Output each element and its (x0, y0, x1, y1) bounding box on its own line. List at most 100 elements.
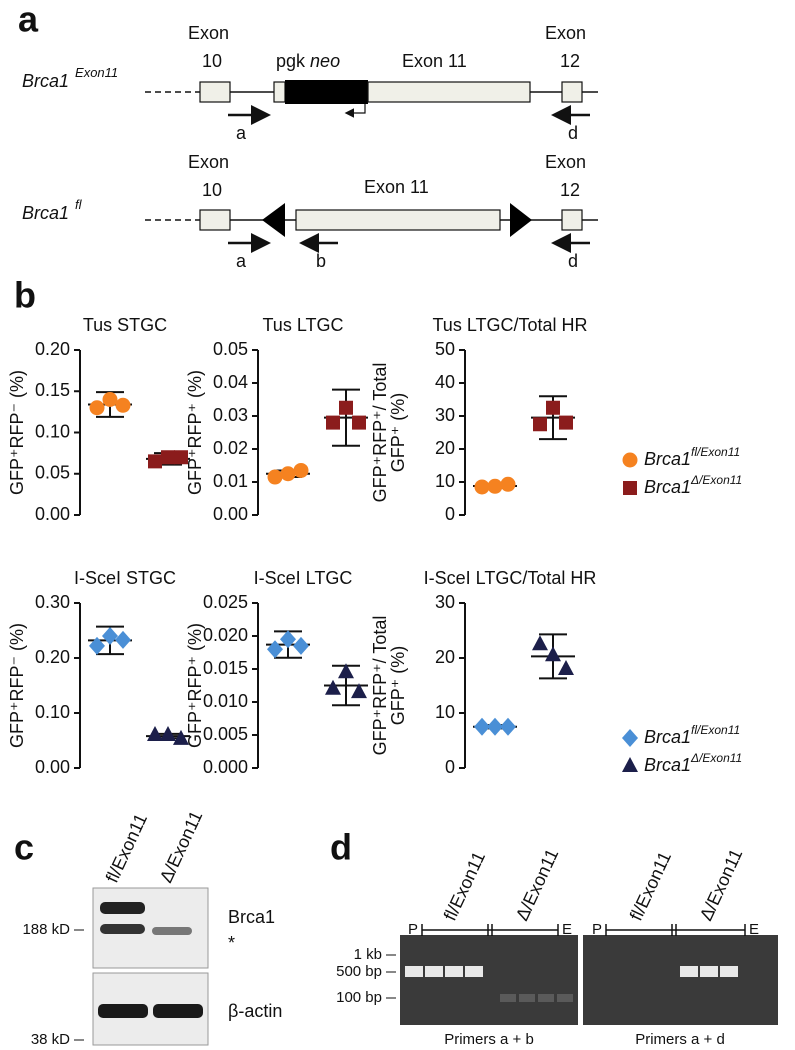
band (445, 966, 463, 977)
allele: fl (75, 197, 83, 212)
band (100, 902, 145, 914)
blot-label: Brca1 (228, 907, 275, 927)
loxp (510, 203, 532, 237)
panel-label: b (14, 275, 36, 316)
point (293, 636, 309, 655)
cassette: pgk (276, 51, 306, 71)
exon-label: Exon (188, 23, 229, 43)
exon (367, 81, 531, 103)
point (102, 627, 118, 645)
point (487, 478, 503, 494)
allele: fl/Exon11 (691, 445, 740, 459)
y-tick-label: 0.00 (35, 757, 70, 777)
blot-label: * (228, 933, 235, 953)
lane-label: fl/Exon11 (102, 810, 151, 885)
y-tick-label: 0.05 (213, 339, 248, 359)
primer-label: a (236, 123, 247, 143)
y-tick-label: 0.02 (213, 438, 248, 458)
chart-title: Tus LTGC/Total HR (432, 315, 587, 335)
blot-label: β-actin (228, 1001, 282, 1021)
lane-label: P (592, 921, 602, 938)
band (500, 994, 516, 1002)
band (100, 924, 145, 934)
point (622, 452, 638, 468)
loxp (262, 203, 285, 237)
gene: Brca1 (22, 71, 69, 91)
exon-label: Exon (188, 152, 229, 172)
gene: Brca1 (644, 755, 691, 775)
allele: Δ/Exon11 (690, 751, 742, 765)
y-tick-label: 0.30 (35, 592, 70, 612)
y-tick-label: 0.20 (35, 339, 70, 359)
y-tick-label: 0.000 (203, 757, 248, 777)
y-axis-label: GFP⁺RFP⁺/ Total (370, 616, 390, 756)
point (533, 417, 547, 432)
gene: Brca1 (22, 203, 69, 223)
y-tick-label: 30 (435, 405, 455, 425)
point (622, 757, 638, 772)
legend-label: Brca1fl/Exon11 (644, 445, 740, 469)
point (474, 479, 490, 495)
point (559, 415, 573, 430)
allele-label: Brca1 fl (22, 197, 83, 222)
point (622, 729, 638, 747)
point (280, 466, 296, 482)
point (351, 683, 367, 699)
y-tick-label: 0 (445, 757, 455, 777)
lane-label: Δ/Exon11 (512, 846, 563, 924)
panel-label: a (18, 0, 39, 40)
bands (405, 966, 738, 977)
point (500, 476, 516, 492)
band (152, 927, 192, 935)
lane-label: E (562, 921, 572, 938)
point (102, 392, 118, 407)
lane-bracket (421, 924, 559, 936)
legend-label: Brca1fl/Exon11 (644, 723, 740, 747)
y-axis-label: GFP⁺RFP⁺ (%) (185, 623, 205, 748)
y-tick-label: 0.04 (213, 372, 248, 392)
primer-label: b (316, 251, 326, 271)
size-marker: 1 kb (354, 946, 382, 963)
y-tick-label: 0.10 (35, 421, 70, 441)
exon-label: Exon 11 (364, 177, 429, 197)
y-tick-label: 0.05 (35, 463, 70, 483)
point (147, 726, 163, 741)
y-axis-label: GFP⁺RFP⁺/ Total (370, 363, 390, 503)
point (558, 660, 574, 675)
gene: Brca1 (644, 477, 691, 497)
cassette-label: pgk neo (276, 51, 340, 71)
point (173, 729, 189, 745)
y-tick-label: 40 (435, 372, 455, 392)
gene-map-row: Brca1 Exon11 Exon 10 pgk neo Exon 11 Exon… (22, 23, 598, 143)
y-tick-label: 0.020 (203, 625, 248, 645)
y-tick-label: 0.015 (203, 658, 248, 678)
exon-label: 10 (202, 51, 222, 71)
point (487, 717, 503, 736)
point (474, 717, 490, 736)
primer-label: d (568, 123, 578, 143)
exon-label: 12 (560, 51, 580, 71)
y-tick-label: 0 (445, 504, 455, 524)
gel (400, 935, 578, 1025)
point (326, 415, 340, 430)
y-tick-label: 0.010 (203, 691, 248, 711)
gene-map-row: Brca1 fl Exon 10 Exon 11 Exon 12 a b d (22, 152, 598, 271)
y-tick-label: 0.01 (213, 471, 248, 491)
legend-label: Brca1Δ/Exon11 (644, 751, 742, 775)
lane-label: E (749, 921, 759, 938)
y-axis-label: GFP⁺RFP⁻ (%) (7, 623, 27, 748)
lane-label: P (408, 921, 418, 938)
band (720, 966, 738, 977)
point (115, 630, 131, 649)
chart-title: Tus LTGC (262, 315, 343, 335)
point (115, 397, 131, 413)
exon (273, 81, 286, 103)
point (293, 462, 309, 478)
y-tick-label: 10 (435, 471, 455, 491)
exon-label: Exon (545, 152, 586, 172)
allele-label: Brca1 Exon11 (22, 65, 118, 90)
allele: Exon11 (75, 65, 118, 80)
band (98, 1004, 148, 1018)
y-axis-label: GFP⁺ (%) (388, 646, 408, 726)
